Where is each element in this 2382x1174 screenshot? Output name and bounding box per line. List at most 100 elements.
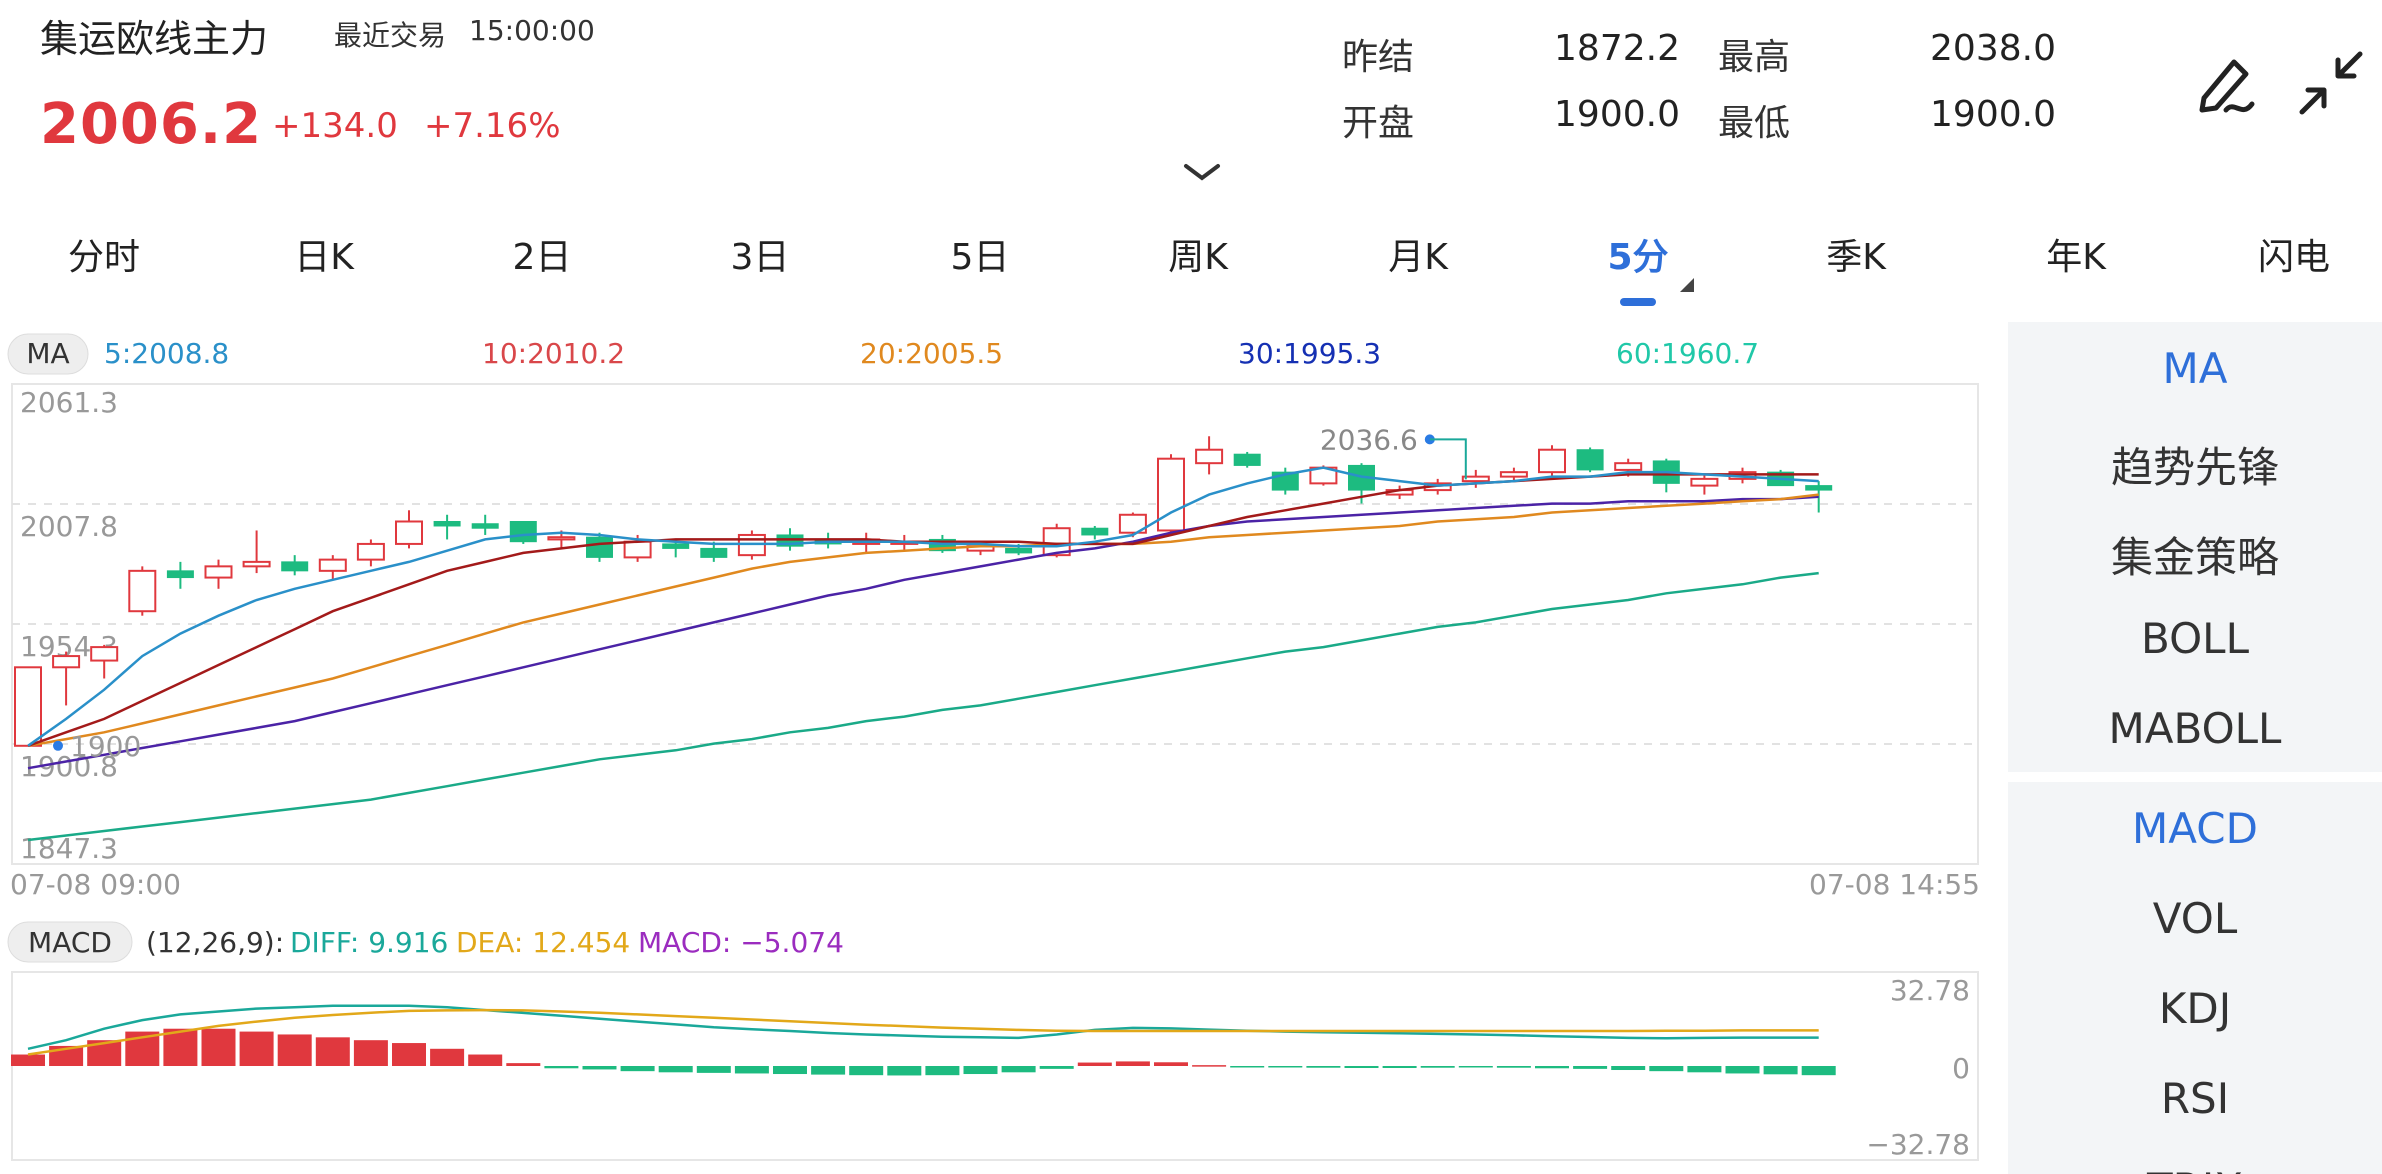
candle-up	[395, 520, 423, 545]
macd-bar	[1573, 1066, 1608, 1069]
macd-bar	[1611, 1066, 1646, 1071]
period-tab-bar: 分时 日K 2日 3日 5日 周K 月K 5分 季K 年K 闪电	[0, 228, 2382, 308]
tab-2[interactable]: 2日	[512, 237, 572, 278]
macd-bar	[1115, 1061, 1150, 1066]
low-value: 1900.0	[1930, 94, 2056, 135]
low-marker-dot	[53, 740, 63, 751]
macd-bar	[430, 1048, 465, 1066]
macd-y-tick-2: −32.78	[1866, 1128, 1970, 1161]
price-change-percent: +7.16%	[424, 106, 561, 146]
macd-bar	[277, 1034, 312, 1066]
chevron-down-icon[interactable]	[1180, 160, 1224, 184]
tab-dropdown-triangle-icon[interactable]	[1680, 278, 1694, 292]
last-price: 2006.2	[40, 92, 263, 157]
macd-bar	[353, 1040, 388, 1066]
ma-legend-0: 5:2008.8	[104, 337, 229, 370]
instrument-name: 集运欧线主力	[40, 17, 269, 61]
macd-bar	[734, 1066, 769, 1074]
high-label: 最高	[1718, 37, 1791, 78]
macd-bar	[544, 1066, 579, 1069]
macd-bar	[1763, 1066, 1798, 1075]
kline-chart-area[interactable]: MA 5:2008.8 10:2010.2 20:2005.5 30:1995.3 60:…	[0, 318, 2000, 1174]
macd-bar	[658, 1066, 693, 1073]
candle-up	[1118, 513, 1147, 534]
candle-down	[1576, 449, 1604, 471]
macd-bar	[773, 1066, 807, 1075]
candle-up	[318, 558, 347, 572]
indicator-rsi[interactable]: RSI	[2160, 1074, 2230, 1123]
indicator-trix[interactable]: TRIX	[2008, 1164, 2382, 1174]
candle-down	[281, 561, 309, 572]
candle-down	[1081, 527, 1109, 536]
ma-indicator-pill	[7, 333, 89, 375]
candle-up	[1499, 471, 1528, 478]
high-value: 2038.0	[1930, 28, 2056, 69]
sub-indicator-list: MACD VOL KDJ RSI TRIX	[2008, 782, 2382, 1174]
macd-bar	[1001, 1066, 1036, 1073]
tab-0[interactable]: 分时	[67, 237, 140, 278]
macd-bar	[925, 1066, 960, 1076]
macd-bar	[1192, 1065, 1227, 1067]
tab-10[interactable]: 闪电	[2257, 237, 2330, 278]
macd-bar	[1420, 1066, 1455, 1068]
main-indicator-list: MA 趋势先锋集金策略 BOLL MABOLL	[2008, 322, 2382, 772]
indicator-boll[interactable]: BOLL	[2141, 614, 2249, 663]
tab-8[interactable]: 季K	[1826, 237, 1886, 278]
candle-up	[90, 646, 119, 662]
macd-bar	[1687, 1066, 1722, 1073]
macd-bar	[620, 1066, 655, 1072]
candle-up	[1157, 457, 1185, 532]
macd-bar	[1496, 1066, 1531, 1068]
macd-bar	[1077, 1062, 1112, 1066]
prev-settle-value: 1872.2	[1554, 28, 1680, 69]
macd-bar	[811, 1066, 846, 1075]
macd-bar	[1306, 1066, 1341, 1068]
tab-6[interactable]: 月K	[1388, 237, 1448, 278]
macd-params: (12,26,9):	[146, 926, 284, 959]
candle-down	[509, 520, 537, 543]
candle-down	[433, 520, 461, 527]
collapse-arrows-icon[interactable]	[2296, 48, 2366, 118]
edit-pen-icon[interactable]	[2190, 48, 2260, 118]
candle-down	[662, 543, 690, 549]
macd-bar	[468, 1054, 503, 1066]
macd-bar	[1039, 1066, 1074, 1069]
macd-bar	[887, 1066, 922, 1076]
tab-9[interactable]: 年K	[2046, 237, 2106, 278]
open-label: 开盘	[1342, 103, 1415, 144]
ma60-line	[27, 571, 1819, 842]
price-change: +134.0	[272, 106, 398, 146]
low-label: 最低	[1718, 103, 1791, 144]
indicator-集金策略[interactable]: 集金策略	[2110, 533, 2279, 582]
macd-bar	[1649, 1066, 1684, 1072]
high-marker-leader	[1429, 438, 1467, 480]
tab-5[interactable]: 周K	[1168, 237, 1228, 278]
tab-7[interactable]: 5分	[1607, 237, 1669, 278]
indicator-vol[interactable]: VOL	[2152, 894, 2238, 943]
kline-y-tick-0: 2061.3	[20, 386, 118, 419]
tab-4[interactable]: 5日	[950, 237, 1010, 278]
macd-legend-0: DIFF: 9.916	[290, 926, 448, 959]
macd-bar	[1382, 1066, 1417, 1069]
candle-down	[471, 523, 499, 529]
indicator-趋势先锋[interactable]: 趋势先锋	[2110, 443, 2279, 492]
ma20-line	[27, 493, 1819, 748]
macd-bar	[1154, 1062, 1188, 1066]
macd-bar	[201, 1028, 236, 1066]
indicator-kdj[interactable]: KDJ	[2158, 984, 2232, 1033]
indicator-maboll[interactable]: MABOLL	[2108, 704, 2282, 753]
tab-1[interactable]: 日K	[294, 237, 354, 278]
macd-legend-2: MACD: −5.074	[638, 926, 844, 959]
tab-3[interactable]: 3日	[730, 237, 790, 278]
kline-x-label-start: 07-08 09:00	[10, 868, 181, 901]
macd-bar	[163, 1028, 198, 1066]
candle-down	[700, 547, 728, 558]
macd-bar	[1344, 1066, 1379, 1069]
low-marker-label: 1900	[70, 730, 141, 763]
indicator-macd[interactable]: MACD	[2132, 804, 2258, 853]
open-value: 1900.0	[1554, 94, 1680, 135]
candle-up	[242, 560, 271, 568]
candle-down	[1805, 485, 1833, 491]
candle-up	[547, 536, 576, 541]
indicator-ma[interactable]: MA	[2162, 344, 2228, 393]
